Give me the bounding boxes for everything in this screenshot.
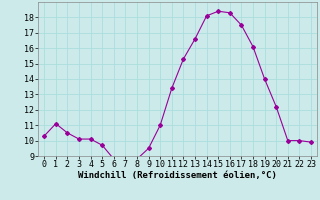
X-axis label: Windchill (Refroidissement éolien,°C): Windchill (Refroidissement éolien,°C) [78,171,277,180]
